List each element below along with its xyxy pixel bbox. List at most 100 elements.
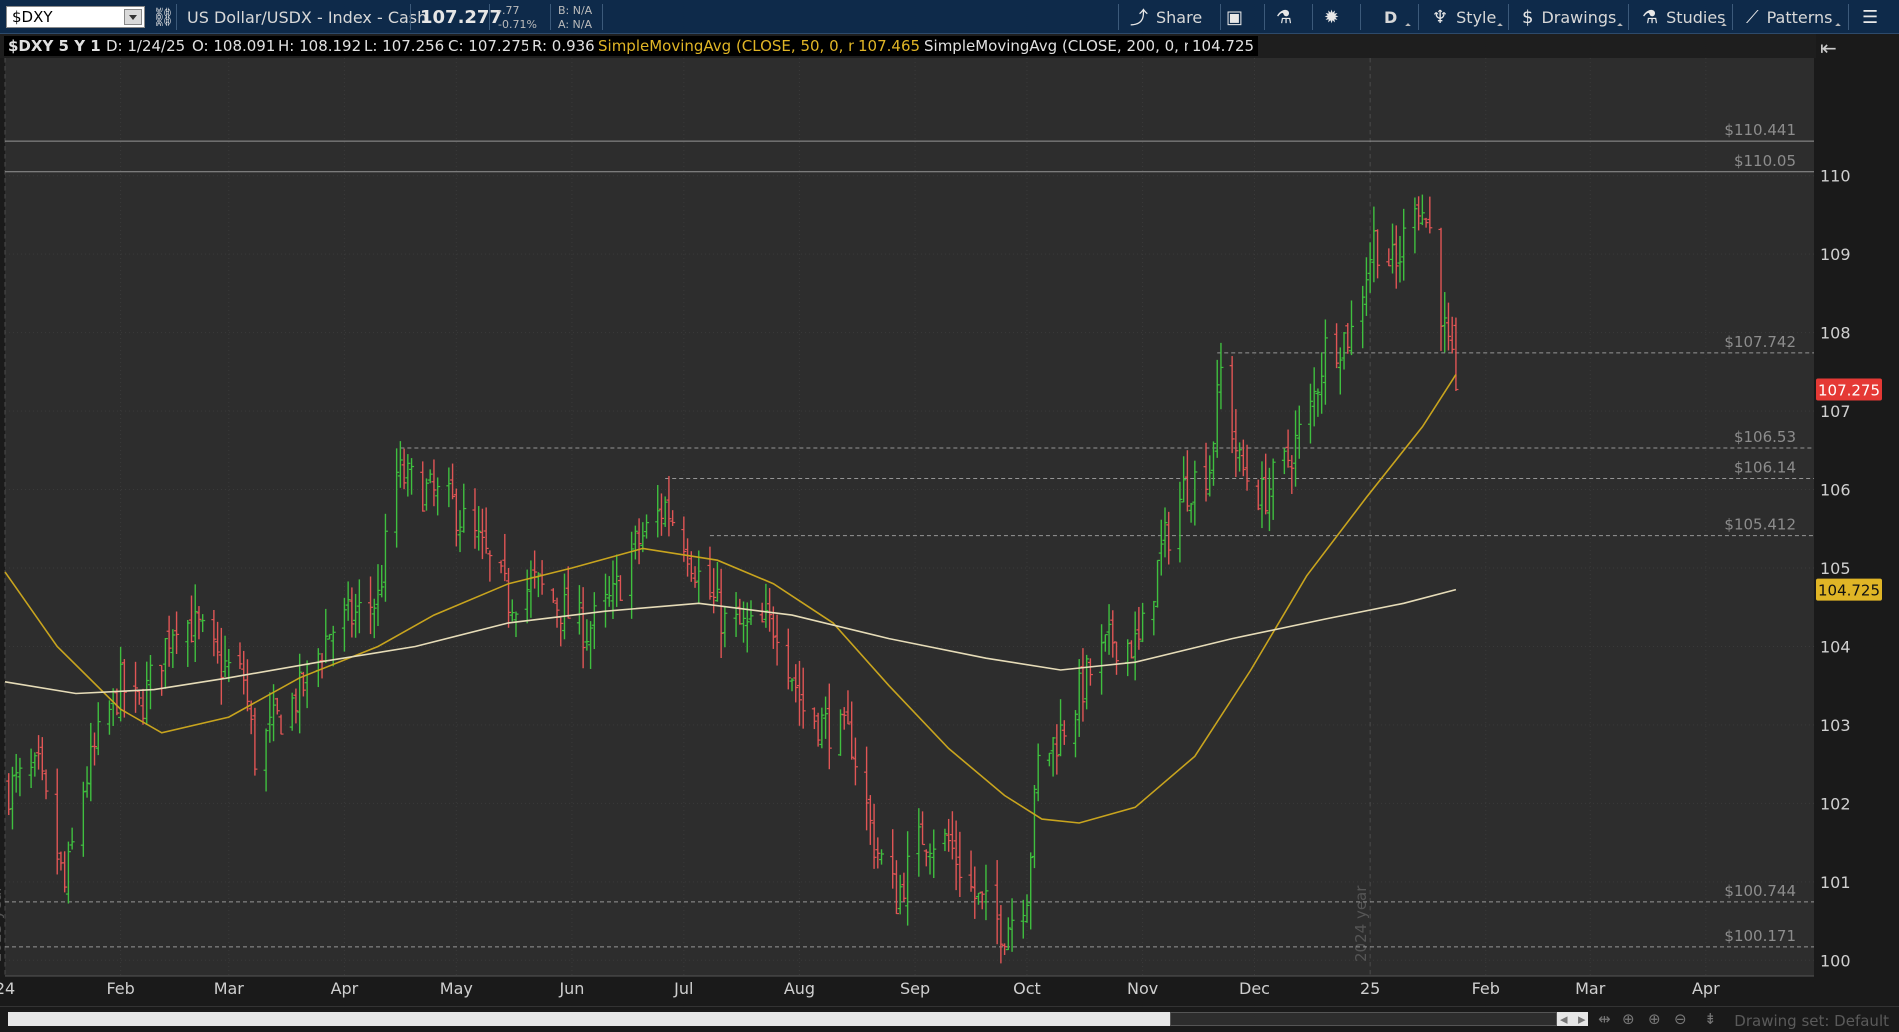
gear-icon[interactable]: ✹ xyxy=(1324,6,1340,28)
net-change-pct: -0.71% xyxy=(498,17,537,31)
drawings-label: Drawings xyxy=(1541,7,1617,27)
symbol-dropdown-icon[interactable] xyxy=(124,9,142,25)
flask-icon[interactable]: ⚗ xyxy=(1276,6,1293,28)
price-chart[interactable]: 2023 year 2024 year $110.441 $110.05 $107.7… xyxy=(0,58,1899,1006)
y-tick-label: 106 xyxy=(1820,481,1851,500)
y-tick-label: 102 xyxy=(1820,794,1851,813)
study-info-bar: $DXY 5 Y 1D D: 1/24/25 O: 108.091 H: 108… xyxy=(0,34,1816,58)
zoom-out-icon[interactable]: ⊖ xyxy=(1674,1010,1687,1028)
y-tick-label: 108 xyxy=(1820,324,1851,343)
year-marker-label: 2023 year xyxy=(0,885,5,962)
x-tick-label: Mar xyxy=(1575,979,1606,998)
style-label: Style xyxy=(1456,7,1497,27)
studies-button[interactable]: ⚗ Studies xyxy=(1642,0,1726,34)
price-badge-label: 107.275 xyxy=(1818,382,1880,400)
info-date: D: 1/24/25 xyxy=(102,36,190,56)
y-tick-label: 100 xyxy=(1820,951,1851,970)
info-open: O: 108.091 xyxy=(188,36,280,56)
x-tick-label: Oct xyxy=(1013,979,1041,998)
info-high: H: 108.192 xyxy=(274,36,366,56)
drawings-icon: $ xyxy=(1522,6,1534,28)
price-badges: 107.275 104.725 xyxy=(1816,378,1882,601)
price-level-label: $106.53 xyxy=(1734,428,1796,446)
info-symbol-period: $DXY 5 Y 1D xyxy=(4,36,118,56)
ask: A: N/A xyxy=(558,17,592,31)
x-tick-label: Feb xyxy=(106,979,134,998)
patterns-icon: ⟋ xyxy=(1746,6,1759,28)
bid: B: N/A xyxy=(558,3,593,17)
scrollbar-thumb[interactable] xyxy=(1170,1012,1557,1026)
price-axis: 100 101 102 103 104 105 106 107 108 109 110 xyxy=(1820,167,1851,971)
y-tick-label: 104 xyxy=(1820,637,1851,656)
gridlines: 2023 year 2024 year xyxy=(0,58,1814,976)
price-level-label: $105.412 xyxy=(1724,516,1796,534)
year-marker-label: 2024 year xyxy=(1352,885,1370,962)
x-tick-label: 24 xyxy=(0,979,15,998)
sma200-value: 104.725 xyxy=(1188,36,1259,56)
time-scrollbar[interactable]: ◂ ▸ ⇹ ⊕ ⊕ ⊖ ⇟ Drawing set: Default xyxy=(0,1006,1899,1032)
expand-icon[interactable]: ⇹ xyxy=(1598,1010,1611,1028)
price-level-lines[interactable]: $110.441 $110.05 $107.742 $106.53 $106.14 $10… xyxy=(5,121,1814,948)
x-tick-label: Aug xyxy=(784,979,815,998)
zoom-in-icon[interactable]: ⊕ xyxy=(1648,1010,1661,1028)
price-level-label: $110.441 xyxy=(1724,121,1796,139)
sma50-label[interactable]: SimpleMovingAvg (CLOSE, 50, 0, no) xyxy=(594,36,877,56)
price-level-label: $107.742 xyxy=(1724,333,1796,351)
price-level-label: $110.05 xyxy=(1734,152,1796,170)
scroll-right-icon[interactable]: ▸ xyxy=(1578,1010,1586,1028)
x-tick-label: Nov xyxy=(1127,979,1158,998)
x-tick-label: Apr xyxy=(1692,979,1720,998)
x-tick-label: Feb xyxy=(1472,979,1500,998)
price-axis-panel: ⇤ xyxy=(1816,34,1899,1006)
x-tick-label: Mar xyxy=(214,979,245,998)
y-tick-label: 105 xyxy=(1820,559,1851,578)
sma200-line xyxy=(4,588,1457,695)
y-tick-label: 109 xyxy=(1820,245,1851,264)
symbol-description: US Dollar/USDX - Index - Cash xyxy=(187,7,428,27)
share-button[interactable]: ⤴ Share xyxy=(1130,0,1202,34)
plot-area[interactable] xyxy=(5,58,1814,976)
calendar-icon[interactable]: ▣ xyxy=(1226,6,1244,28)
drawings-button[interactable]: $ Drawings xyxy=(1522,0,1616,34)
info-range: R: 0.936 xyxy=(528,36,599,56)
style-icon: ♆ xyxy=(1432,6,1449,28)
sma50-line xyxy=(4,374,1457,824)
symbol-input[interactable]: $DXY xyxy=(6,6,145,28)
x-tick-label: Jun xyxy=(558,979,584,998)
share-icon: ⤴ xyxy=(1130,8,1148,29)
net-change: -.77 xyxy=(498,3,520,17)
share-label: Share xyxy=(1156,7,1203,27)
ohlc-bars xyxy=(6,194,1459,964)
y-tick-label: 107 xyxy=(1820,402,1851,421)
collapse-axis-icon[interactable]: ⇤ xyxy=(1820,36,1837,60)
scroll-left-icon[interactable]: ◂ xyxy=(1560,1010,1568,1028)
x-tick-label: May xyxy=(440,979,473,998)
y-tick-label: 103 xyxy=(1820,716,1851,735)
pan-icon[interactable]: ⇟ xyxy=(1704,1010,1717,1028)
price-level-label: $100.171 xyxy=(1724,927,1796,945)
x-tick-label: Sep xyxy=(900,979,930,998)
studies-label: Studies xyxy=(1666,7,1726,27)
patterns-button[interactable]: ⟋ Patterns xyxy=(1746,0,1833,34)
price-badge-label: 104.725 xyxy=(1818,582,1880,600)
price-level-label: $106.14 xyxy=(1734,459,1796,477)
info-close: C: 107.275 xyxy=(444,36,535,56)
price-badge xyxy=(1816,578,1882,601)
x-tick-label: 25 xyxy=(1360,979,1380,998)
link-icon[interactable]: ⛓ xyxy=(152,6,175,28)
y-tick-label: 110 xyxy=(1820,167,1851,186)
sma200-label[interactable]: SimpleMovingAvg (CLOSE, 200, 0, no) xyxy=(920,36,1213,56)
menu-icon[interactable]: ☰ xyxy=(1862,6,1879,28)
x-tick-label: Apr xyxy=(331,979,359,998)
sma50-value: 107.465 xyxy=(854,36,925,56)
style-button[interactable]: ♆ Style xyxy=(1432,0,1496,34)
y-tick-label: 101 xyxy=(1820,873,1851,892)
period-button[interactable]: D xyxy=(1384,7,1398,27)
patterns-label: Patterns xyxy=(1766,7,1833,27)
price-level-label: $100.744 xyxy=(1724,882,1796,900)
x-tick-label: Dec xyxy=(1239,979,1270,998)
crosshair-icon[interactable]: ⊕ xyxy=(1622,1010,1635,1028)
top-toolbar: $DXY ⛓ US Dollar/USDX - Index - Cash 107… xyxy=(0,0,1899,34)
flask-studies-icon: ⚗ xyxy=(1642,6,1659,28)
symbol-value: $DXY xyxy=(12,8,53,26)
